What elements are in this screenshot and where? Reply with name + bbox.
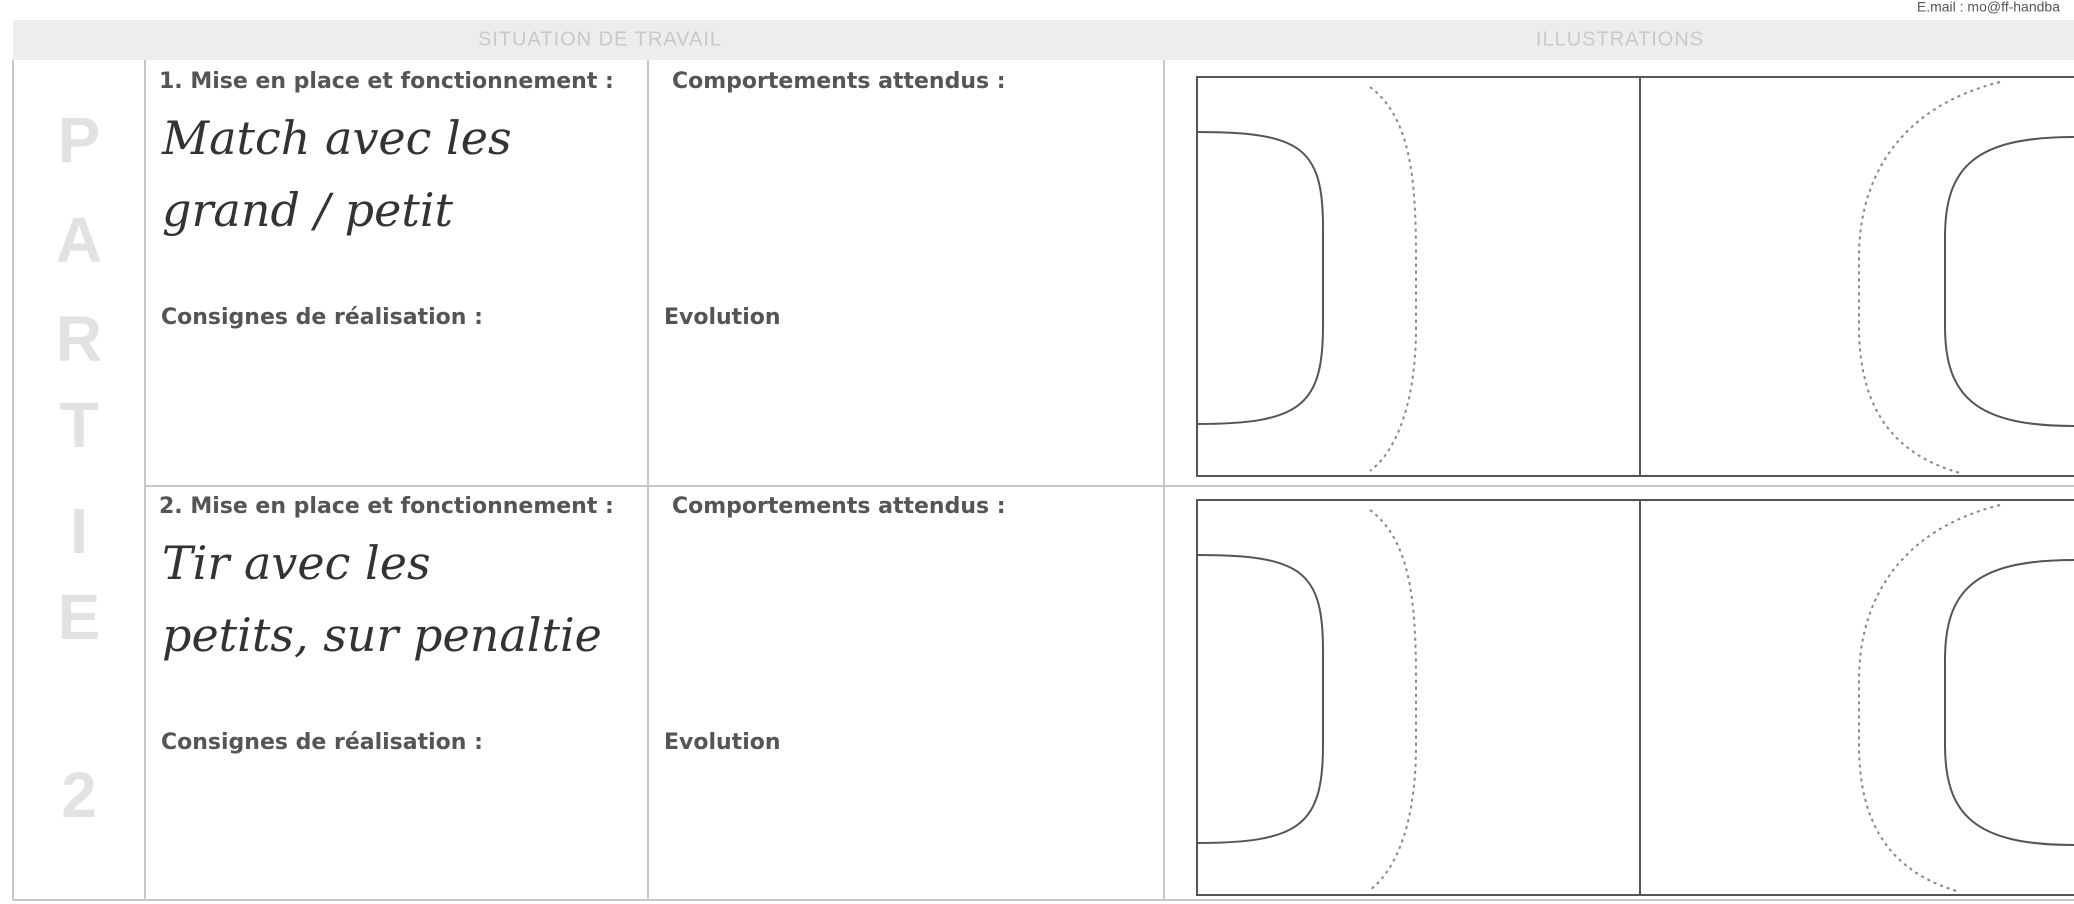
court-frame	[1196, 76, 2074, 477]
expected-label: Comportements attendus :	[672, 69, 1006, 94]
handwritten-note: grand / petit	[162, 183, 454, 237]
free-throw-line	[1858, 81, 2001, 474]
free-throw-line	[1369, 509, 1417, 891]
expected-label: Comportements attendus :	[672, 494, 1006, 519]
grid	[12, 60, 2074, 901]
handwritten-note: petits, sur penaltie	[162, 608, 602, 662]
side-letter: R	[56, 303, 102, 375]
side-letter: P	[58, 104, 101, 176]
side-letter: E	[58, 581, 101, 653]
column-header: SITUATION DE TRAVAIL	[478, 28, 722, 50]
side-letter: T	[59, 389, 98, 461]
side-letter: I	[70, 495, 88, 567]
instructions-label: Consignes de réalisation :	[161, 305, 483, 330]
free-throw-line	[1858, 504, 2001, 893]
side-letter: A	[56, 204, 102, 276]
goal-area	[1196, 131, 1324, 425]
free-throw-line	[1369, 86, 1417, 472]
court-frame	[1196, 499, 2074, 896]
situation-title: 2. Mise en place et fonctionnement :	[159, 494, 614, 519]
side-letter: 2	[61, 759, 97, 831]
instructions-label: Consignes de réalisation :	[161, 730, 483, 755]
column-header: ILLUSTRATIONS	[1536, 28, 1704, 50]
goal-area	[1196, 554, 1324, 844]
handwritten-note: Tir avec les	[162, 536, 431, 590]
goal-area	[1944, 559, 2074, 846]
situation-title: 1. Mise en place et fonctionnement :	[159, 69, 614, 94]
handwritten-note: Match avec les	[161, 111, 512, 165]
header-bar	[13, 20, 2074, 60]
evolution-label: Evolution	[664, 305, 781, 330]
evolution-label: Evolution	[664, 730, 781, 755]
goal-area	[1944, 136, 2074, 427]
email: E.mail : mo@ff-handba	[1917, 0, 2060, 15]
